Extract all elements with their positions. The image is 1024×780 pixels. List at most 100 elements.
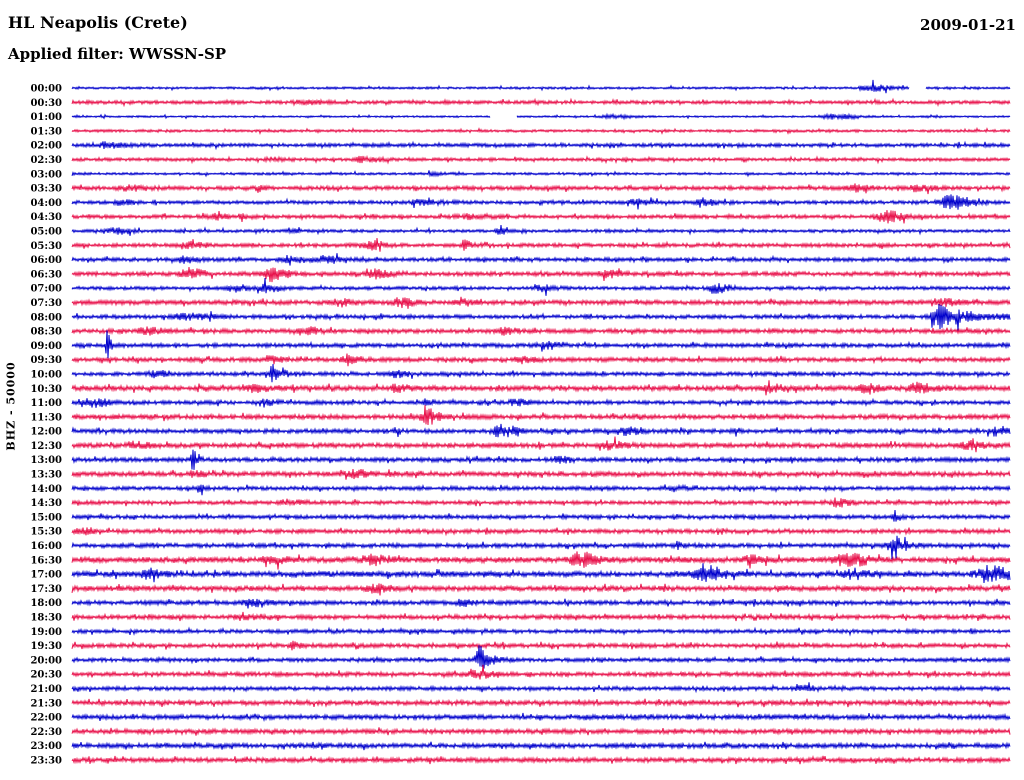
seismogram-trace-10:30 bbox=[71, 380, 1011, 396]
trace-time-label: 15:30 bbox=[30, 527, 62, 538]
filter-label: Applied filter: WWSSN-SP bbox=[8, 45, 227, 63]
trace-time-label: 10:00 bbox=[30, 370, 62, 381]
seismogram-trace-16:00 bbox=[71, 535, 1011, 560]
trace-time-label: 19:00 bbox=[30, 627, 62, 638]
seismogram-trace-00:00 bbox=[925, 85, 1011, 91]
trace-time-label: 07:00 bbox=[30, 284, 62, 295]
seismogram-trace-05:00 bbox=[71, 225, 1011, 236]
trace-time-label: 12:00 bbox=[30, 427, 62, 438]
date-label: 2009-01-21 bbox=[920, 16, 1016, 34]
trace-time-label: 07:30 bbox=[30, 298, 62, 309]
seismogram-trace-01:00 bbox=[71, 113, 491, 120]
trace-time-label: 18:30 bbox=[30, 613, 62, 624]
seismogram-trace-18:30 bbox=[71, 611, 1011, 622]
seismogram-trace-16:30 bbox=[71, 551, 1011, 570]
trace-time-label: 03:30 bbox=[30, 184, 62, 195]
seismogram-trace-14:00 bbox=[71, 483, 1011, 496]
trace-time-label: 06:00 bbox=[30, 255, 62, 266]
trace-time-label: 15:00 bbox=[30, 512, 62, 523]
trace-time-label: 16:30 bbox=[30, 555, 62, 566]
trace-time-label: 20:00 bbox=[30, 655, 62, 666]
seismogram-trace-14:30 bbox=[71, 497, 1011, 508]
trace-time-label: 19:30 bbox=[30, 641, 62, 652]
trace-time-label: 05:00 bbox=[30, 227, 62, 238]
seismogram-trace-05:30 bbox=[71, 237, 1011, 252]
seismogram-trace-06:00 bbox=[71, 253, 1011, 266]
seismogram-trace-21:30 bbox=[71, 698, 1011, 708]
seismogram-trace-22:30 bbox=[71, 727, 1011, 737]
seismogram-trace-08:30 bbox=[71, 326, 1011, 336]
trace-time-label: 18:00 bbox=[30, 598, 62, 609]
trace-time-label: 11:00 bbox=[30, 398, 62, 409]
trace-time-label: 02:30 bbox=[30, 155, 62, 166]
seismogram-trace-01:30 bbox=[71, 126, 1011, 135]
trace-time-label: 13:00 bbox=[30, 455, 62, 466]
trace-time-label: 21:30 bbox=[30, 698, 62, 709]
seismogram-trace-19:00 bbox=[71, 626, 1011, 637]
trace-time-label: 10:30 bbox=[30, 384, 62, 395]
seismogram-trace-04:30 bbox=[71, 210, 1011, 224]
trace-time-label: 17:30 bbox=[30, 584, 62, 595]
seismogram-trace-19:30 bbox=[71, 640, 1011, 651]
seismogram-trace-20:30 bbox=[71, 664, 1011, 680]
trace-time-label: 23:30 bbox=[30, 756, 62, 767]
trace-time-label: 12:30 bbox=[30, 441, 62, 452]
trace-time-label: 08:30 bbox=[30, 327, 62, 338]
trace-time-label: 04:00 bbox=[30, 198, 62, 209]
seismogram-trace-02:00 bbox=[71, 140, 1011, 151]
trace-time-label: 14:30 bbox=[30, 498, 62, 509]
trace-time-label: 11:30 bbox=[30, 412, 62, 423]
trace-time-label: 22:00 bbox=[30, 713, 62, 724]
trace-time-label: 03:00 bbox=[30, 169, 62, 180]
trace-time-label: 13:30 bbox=[30, 470, 62, 481]
seismogram-trace-12:30 bbox=[71, 436, 1011, 453]
seismogram-trace-17:00 bbox=[71, 563, 1011, 584]
seismogram-trace-17:30 bbox=[71, 583, 1011, 596]
trace-time-label: 08:00 bbox=[30, 312, 62, 323]
seismogram-trace-08:00 bbox=[71, 303, 1011, 332]
seismogram-trace-01:00 bbox=[516, 112, 1011, 121]
seismogram-trace-03:00 bbox=[71, 170, 1011, 178]
trace-time-label: 17:00 bbox=[30, 570, 62, 581]
trace-time-label: 14:00 bbox=[30, 484, 62, 495]
seismogram-trace-22:00 bbox=[71, 712, 1011, 722]
seismogram-trace-15:30 bbox=[71, 526, 1011, 537]
seismogram-trace-00:30 bbox=[71, 97, 1011, 108]
seismogram-trace-09:00 bbox=[71, 330, 1011, 359]
seismogram-trace-07:30 bbox=[71, 296, 1011, 309]
seismogram-trace-03:30 bbox=[71, 183, 1011, 195]
trace-time-label: 22:30 bbox=[30, 727, 62, 738]
trace-time-label: 02:00 bbox=[30, 141, 62, 152]
trace-time-label: 16:00 bbox=[30, 541, 62, 552]
station-title: HL Neapolis (Crete) bbox=[8, 13, 188, 32]
seismogram-trace-07:00 bbox=[71, 277, 1011, 296]
seismogram-trace-20:00 bbox=[71, 645, 1011, 669]
trace-time-label: 01:30 bbox=[30, 126, 62, 137]
seismogram-trace-23:00 bbox=[71, 741, 1011, 751]
seismogram-trace-23:30 bbox=[71, 754, 1011, 765]
trace-time-label: 00:00 bbox=[30, 84, 62, 95]
trace-time-label: 20:30 bbox=[30, 670, 62, 681]
trace-time-label: 05:30 bbox=[30, 241, 62, 252]
seismogram-trace-02:30 bbox=[71, 154, 1011, 165]
seismogram-trace-15:00 bbox=[71, 510, 1011, 522]
trace-time-label: 06:30 bbox=[30, 269, 62, 280]
trace-time-label: 00:30 bbox=[30, 98, 62, 109]
seismogram-trace-10:00 bbox=[71, 364, 1011, 383]
seismogram-trace-13:30 bbox=[71, 468, 1011, 480]
trace-time-label: 21:00 bbox=[30, 684, 62, 695]
trace-time-label: 04:30 bbox=[30, 212, 62, 223]
seismogram-trace-06:30 bbox=[71, 266, 1011, 283]
seismogram-trace-04:00 bbox=[71, 194, 1011, 210]
trace-time-label: 01:00 bbox=[30, 112, 62, 123]
seismogram-trace-11:30 bbox=[71, 405, 1011, 426]
trace-time-label: 09:30 bbox=[30, 355, 62, 366]
seismogram-trace-18:00 bbox=[71, 598, 1011, 609]
seismogram-trace-09:30 bbox=[71, 353, 1011, 367]
trace-time-label: 09:00 bbox=[30, 341, 62, 352]
seismogram-trace-00:00 bbox=[71, 79, 910, 94]
seismogram-trace-13:00 bbox=[71, 449, 1011, 470]
seismogram-trace-11:00 bbox=[71, 397, 1011, 408]
seismogram-trace-21:00 bbox=[71, 682, 1011, 694]
